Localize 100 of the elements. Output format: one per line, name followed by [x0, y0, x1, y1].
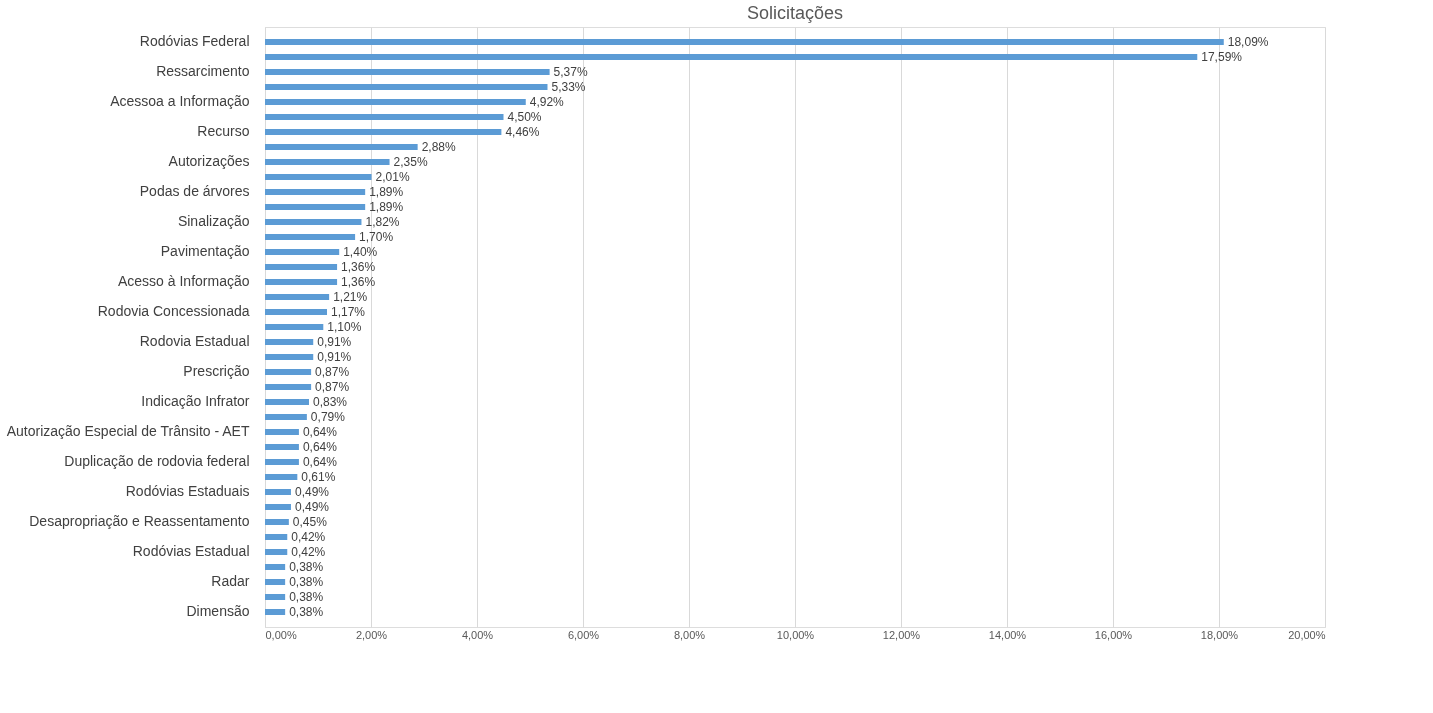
data-label: 0,42% — [291, 530, 326, 544]
bar — [265, 519, 289, 525]
y-tick-label: Duplicação de rodovia federal — [64, 453, 250, 469]
data-label: 0,64% — [302, 455, 338, 469]
data-label: 1,17% — [331, 305, 366, 319]
y-tick-label: Podas de árvores — [139, 183, 250, 199]
bar — [265, 504, 291, 510]
data-label: 2,35% — [393, 155, 428, 169]
data-label: 17,59% — [1201, 50, 1243, 64]
bar — [265, 99, 526, 105]
data-label: 0,79% — [310, 410, 346, 424]
bar — [265, 174, 372, 180]
x-tick-label: 14,00% — [988, 628, 1027, 641]
data-label: 4,50% — [507, 110, 542, 124]
x-tick-label: 8,00% — [673, 628, 706, 641]
bar — [265, 279, 338, 285]
data-label: 1,89% — [369, 185, 404, 199]
y-tick-label: Desapropriação e Reassentamento — [29, 513, 250, 529]
x-tick-label: 12,00% — [882, 628, 921, 641]
y-tick-label: Rodóvias Estadual — [132, 543, 250, 559]
bar — [265, 159, 390, 165]
data-label: 0,38% — [289, 605, 324, 619]
y-tick-label: Ressarcimento — [156, 63, 250, 79]
bar — [265, 39, 1224, 45]
y-tick-label: Dimensão — [186, 603, 250, 619]
data-label: 1,21% — [333, 290, 368, 304]
data-label: 1,70% — [359, 230, 394, 244]
y-tick-label: Prescrição — [183, 363, 250, 379]
data-label: 0,87% — [315, 365, 350, 379]
data-label: 0,64% — [302, 440, 338, 454]
bar — [265, 564, 286, 570]
y-tick-label: Recurso — [197, 123, 250, 139]
x-tick-label: 6,00% — [567, 628, 600, 641]
bar — [265, 594, 286, 600]
chart-title: Solicitações — [746, 3, 844, 23]
data-label: 0,38% — [289, 590, 324, 604]
bar — [265, 294, 330, 300]
bar — [265, 414, 307, 420]
y-tick-label: Autorização Especial de Trânsito - AET — [6, 423, 250, 439]
y-tick-label: Rodóvias Federal — [139, 33, 250, 49]
y-tick-label: Acesso à Informação — [117, 273, 250, 289]
x-tick-label: 16,00% — [1094, 628, 1133, 641]
data-label: 1,36% — [341, 275, 376, 289]
bar — [265, 429, 299, 435]
y-tick-label: Pavimentação — [160, 243, 250, 259]
x-tick-label: 10,00% — [776, 628, 815, 641]
data-label: 0,83% — [312, 395, 348, 409]
bar — [265, 579, 286, 585]
bar — [265, 339, 314, 345]
data-label: 2,01% — [375, 170, 410, 184]
bar — [265, 234, 356, 240]
bar — [265, 114, 504, 120]
bar — [265, 354, 314, 360]
bar — [265, 144, 418, 150]
bar — [265, 384, 312, 390]
x-tick-label: 20,00% — [1288, 628, 1326, 641]
bar — [265, 264, 338, 270]
bar — [265, 324, 324, 330]
data-label: 0,87% — [315, 380, 350, 394]
data-label: 5,37% — [553, 65, 588, 79]
bar — [265, 444, 299, 450]
data-label: 4,92% — [529, 95, 565, 109]
bar — [265, 474, 298, 480]
bar — [265, 54, 1198, 60]
x-tick-label: 2,00% — [355, 628, 388, 641]
y-tick-label: Rodovia Estadual — [139, 333, 250, 349]
y-tick-label: Acessoa a Informação — [110, 93, 250, 109]
data-label: 0,38% — [289, 560, 324, 574]
bar — [265, 489, 291, 495]
data-label: 5,33% — [551, 80, 586, 94]
bar — [265, 249, 340, 255]
data-label: 0,42% — [291, 545, 326, 559]
data-label: 1,40% — [343, 245, 378, 259]
data-label: 1,36% — [341, 260, 376, 274]
y-tick-label: Rodóvias Estaduais — [125, 483, 250, 499]
x-tick-label: 0,00% — [265, 628, 297, 641]
bar — [265, 549, 288, 555]
data-label: 0,38% — [289, 575, 324, 589]
bar — [265, 219, 362, 225]
bar — [265, 369, 312, 375]
bar — [265, 204, 366, 210]
data-label: 1,89% — [369, 200, 404, 214]
bar — [265, 189, 366, 195]
data-label: 4,46% — [505, 125, 540, 139]
y-tick-label: Sinalização — [177, 213, 250, 229]
bar — [265, 459, 299, 465]
data-label: 1,82% — [365, 215, 400, 229]
bar — [265, 399, 309, 405]
data-label: 0,61% — [301, 470, 336, 484]
bar — [265, 69, 550, 75]
y-tick-label: Autorizações — [168, 153, 250, 169]
data-label: 0,64% — [302, 425, 338, 439]
data-label: 2,88% — [421, 140, 456, 154]
data-label: 1,10% — [327, 320, 362, 334]
bar — [265, 609, 286, 615]
bar — [265, 84, 548, 90]
x-tick-label: 18,00% — [1200, 628, 1239, 641]
data-label: 0,91% — [317, 350, 352, 364]
bar — [265, 309, 328, 315]
y-tick-label: Rodovia Concessionada — [97, 303, 250, 319]
